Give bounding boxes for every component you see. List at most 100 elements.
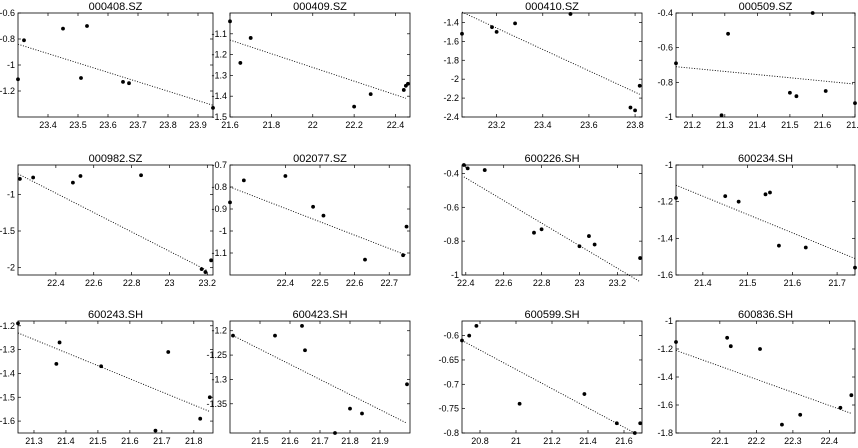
- y-tick-label: -1: [665, 112, 673, 122]
- x-tick-label: 21.4: [749, 120, 767, 130]
- data-point: [127, 81, 131, 86]
- x-tick-label: 21.5: [781, 120, 799, 130]
- y-tick-label: -1.6: [657, 270, 673, 280]
- x-tick-label: 23.6: [580, 120, 598, 130]
- x-tick-label: 23.6: [99, 120, 117, 130]
- x-tick-label: 22.4: [387, 120, 405, 130]
- data-point: [474, 323, 479, 328]
- data-point: [777, 243, 781, 248]
- x-tick-label: 22.4: [47, 278, 65, 288]
- y-tick-label: -1.1: [211, 29, 227, 39]
- x-tick-label: 22.8: [533, 278, 551, 288]
- y-tick-label: -0.7: [443, 379, 459, 389]
- data-point: [79, 76, 83, 80]
- data-point: [321, 213, 326, 218]
- x-tick-label: 21: [511, 436, 521, 446]
- y-tick-label: -1.3: [211, 374, 227, 384]
- y-tick-label: -0.8: [211, 182, 227, 192]
- x-tick-label: 23.9: [189, 120, 207, 130]
- data-point: [311, 204, 315, 209]
- data-point: [207, 395, 212, 400]
- x-tick-label: 22.8: [123, 278, 141, 288]
- x-tick-label: 22.2: [345, 120, 363, 130]
- y-tick-label: -1.6: [443, 36, 459, 46]
- data-point: [363, 257, 367, 262]
- data-point: [726, 31, 730, 36]
- chart-panel: 000410.SZ 23.2 23.4 23.6 23.8 -1.4 -1.6 -1.8 -2 -…: [443, 1, 643, 130]
- y-tick-label: -1.35: [206, 399, 227, 409]
- y-tick-label: -1.4: [211, 91, 227, 101]
- trend-line: [229, 39, 407, 99]
- x-tick-label: 21.6: [784, 278, 802, 288]
- trend-line: [17, 173, 208, 272]
- data-point: [228, 19, 232, 24]
- data-point: [300, 323, 304, 328]
- x-tick-label: 21.4: [579, 436, 597, 446]
- chart-panel: 600243.SH 21.3 21.4 21.5 21.6 21.7 21.8 -1.2 -1.…: [0, 309, 214, 446]
- data-point: [849, 393, 854, 398]
- data-point: [31, 175, 36, 180]
- trend-line: [675, 184, 856, 259]
- y-tick-label: -0.8: [443, 428, 459, 438]
- trend-line: [17, 43, 214, 106]
- x-tick-label: 21.7: [153, 436, 171, 446]
- data-point: [273, 333, 277, 338]
- chart-title: 000982.SZ: [89, 153, 143, 165]
- y-tick-label: -1.2: [0, 86, 15, 96]
- data-point: [238, 61, 243, 65]
- y-tick-label: -1.6: [0, 416, 15, 426]
- plot-frame: [17, 320, 214, 434]
- x-tick-label: 21.4: [694, 278, 712, 288]
- x-tick-label: 22.6: [495, 278, 513, 288]
- x-tick-label: 21.3: [716, 120, 734, 130]
- data-point: [532, 230, 536, 235]
- data-point: [199, 267, 204, 272]
- plot-frame: [675, 320, 856, 434]
- x-tick-label: 21.8: [341, 436, 359, 446]
- y-tick-label: -0.8: [0, 34, 15, 44]
- y-tick-label: -1.2: [211, 326, 227, 336]
- x-tick-label: 21.8: [185, 436, 203, 446]
- data-point: [401, 88, 406, 92]
- data-point: [725, 335, 730, 340]
- data-point: [490, 25, 494, 30]
- y-tick-label: -1: [219, 226, 227, 236]
- y-tick-label: -1.4: [657, 233, 673, 243]
- x-tick-label: 21.4: [57, 436, 75, 446]
- chart-panel: 000982.SZ 22.4 22.6 22.8 23 23.2 -1 -1.5 -2: [0, 153, 216, 288]
- x-tick-label: 21.7: [846, 120, 858, 130]
- x-tick-label: 22.4: [821, 436, 839, 446]
- x-tick-label: 22: [308, 120, 318, 130]
- x-tick-label: 20.8: [471, 436, 489, 446]
- x-tick-label: 21.2: [684, 120, 702, 130]
- x-tick-label: 22.4: [277, 278, 295, 288]
- data-point: [460, 31, 464, 36]
- trend-line: [232, 335, 408, 424]
- data-point: [614, 421, 619, 426]
- data-point: [248, 36, 253, 40]
- chart-title: 600423.SH: [292, 309, 347, 321]
- y-tick-label: -1: [665, 316, 673, 326]
- data-point: [513, 21, 517, 26]
- data-point: [780, 422, 784, 427]
- data-point: [121, 80, 125, 84]
- y-tick-label: -1.3: [0, 345, 15, 355]
- plot-frame: [675, 164, 856, 276]
- chart-title: 000409.SZ: [293, 1, 347, 13]
- trend-line: [229, 186, 407, 256]
- chart-panel: 600226.SH 22.4 22.6 22.8 23 23.2 -0.4 -0.6 -0.8 -…: [443, 153, 643, 288]
- plot-frame: [461, 164, 643, 276]
- y-tick-label: -1.2: [657, 344, 673, 354]
- plot-frame: [17, 12, 214, 118]
- x-tick-label: 21.8: [263, 120, 281, 130]
- y-tick-label: -2.4: [443, 112, 459, 122]
- y-tick-label: -1.2: [0, 321, 15, 331]
- data-point: [823, 89, 828, 93]
- data-point: [406, 81, 410, 86]
- data-point: [582, 392, 587, 396]
- plot-frame: [461, 12, 643, 118]
- data-point: [798, 412, 803, 417]
- y-tick-label: -0.4: [657, 8, 673, 18]
- x-tick-label: 22.5: [311, 278, 329, 288]
- data-point: [810, 11, 815, 15]
